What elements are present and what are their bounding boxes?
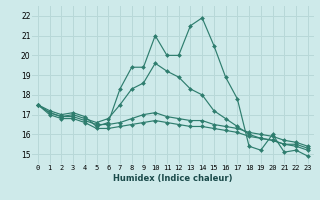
X-axis label: Humidex (Indice chaleur): Humidex (Indice chaleur): [113, 174, 233, 183]
